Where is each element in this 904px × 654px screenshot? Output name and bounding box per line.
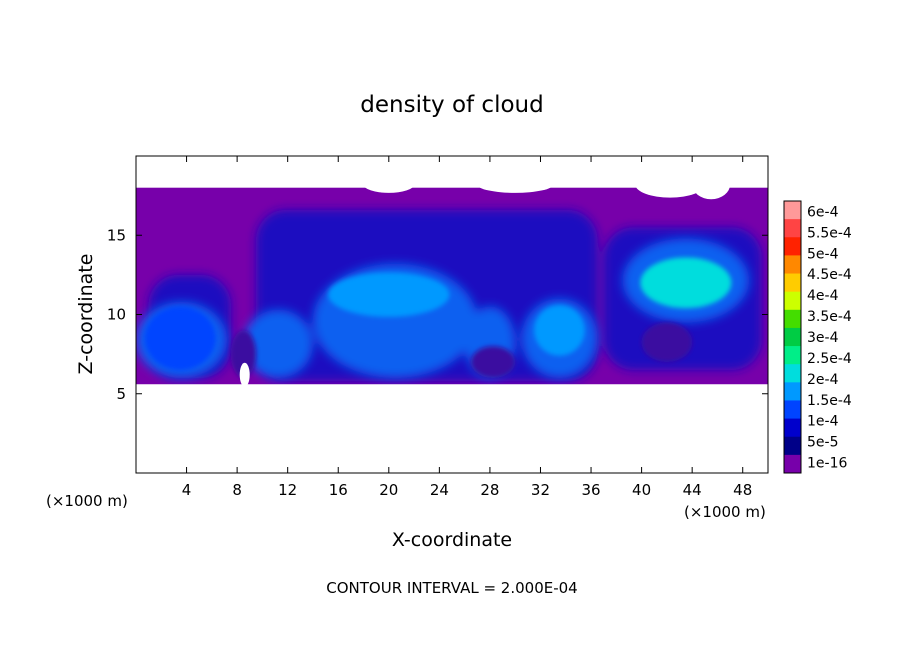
colorbar-label: 4e-4 [807,288,839,304]
region-pocket [470,346,516,378]
x-tick-label: 28 [480,481,499,499]
colorbar-frame [783,200,802,474]
region-core-1 [144,306,216,370]
x-tick-label: 20 [379,481,398,499]
colorbar-label: 2.5e-4 [807,351,852,367]
cloud-gap [635,171,705,198]
colorbar-swatch [784,219,801,238]
x-tick-label: 44 [683,481,702,499]
colorbar-swatch [784,201,801,220]
colorbar-label: 5.5e-4 [807,225,852,241]
colorbar-swatch [784,382,801,401]
colorbar-swatch [784,418,801,438]
x-unit-left: (×1000 m) [46,492,128,510]
cloud-gap [363,176,415,193]
colorbar-label: 5e-5 [807,435,838,451]
region-pocket [641,322,693,363]
y-tick-label: 5 [116,385,126,403]
x-tick-label: 36 [581,481,600,499]
x-tick-label: 4 [182,481,192,499]
colorbar-swatch [784,364,801,383]
cloud-gap [692,169,731,200]
colorbar-label: 1e-16 [807,456,847,472]
cloud-gap [239,362,250,387]
colorbar-swatch [784,400,801,420]
clear-air [136,384,768,473]
x-tick-label: 32 [531,481,550,499]
region-pocket [230,330,257,378]
colorbar-label: 5e-4 [807,246,839,262]
colorbar-label: 3e-4 [807,330,839,346]
colorbar-label: 6e-4 [807,204,839,220]
colorbar-swatch [784,436,801,456]
x-tick-label: 40 [632,481,651,499]
colorbar-swatch [784,327,801,347]
x-tick-label: 12 [278,481,297,499]
y-axis-label: Z-coordinate [75,254,97,375]
y-tick-label: 15 [107,226,126,244]
x-axis-label: X-coordinate [392,529,512,551]
colorbar: 6e-4 5.5e-4 5e-4 4.5e-4 4e-4 3.5e-4 3e-4 2.5e-4… [783,200,852,474]
region-core-4 [640,257,732,309]
x-unit-right: (×1000 m) [684,503,766,521]
colorbar-swatch [784,291,801,311]
x-axis: 4 8 12 16 20 24 28 32 36 40 44 48 [182,156,752,499]
colorbar-swatch [784,273,801,293]
colorbar-swatch [784,237,801,256]
x-tick-label: 16 [329,481,348,499]
region-body [243,309,313,378]
cloud-density-field [136,169,768,473]
y-tick-label: 10 [107,306,126,324]
cloud-gap [477,176,554,193]
colorbar-label: 3.5e-4 [807,309,852,325]
colorbar-label: 4.5e-4 [807,267,852,283]
x-tick-label: 48 [733,481,752,499]
x-tick-label: 8 [232,481,242,499]
colorbar-swatch [784,255,801,275]
colorbar-label: 2e-4 [807,372,839,388]
y-axis: 5 10 15 [107,226,768,403]
x-tick-label: 24 [430,481,449,499]
colorbar-label: 1e-4 [807,414,839,430]
colorbar-label: 1.5e-4 [807,393,852,409]
region-core-3 [534,304,585,356]
colorbar-swatch [784,346,801,365]
colorbar-swatch [784,309,801,329]
contour-interval-note: CONTOUR INTERVAL = 2.000E-04 [326,579,577,597]
chart-title: density of cloud [360,92,543,118]
region-core-2 [328,272,450,317]
colorbar-swatch [784,454,801,474]
